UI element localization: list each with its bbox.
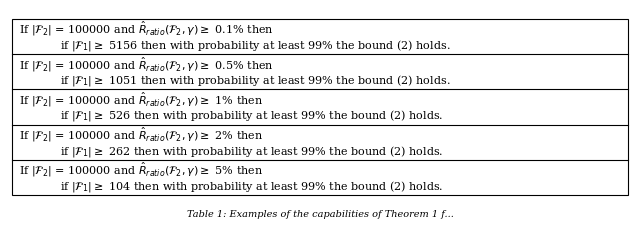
Text: If $|\mathcal{F}_2|$ = 100000 and $\hat{R}_{ratio}(\mathcal{F}_2, \gamma) \geq$ : If $|\mathcal{F}_2|$ = 100000 and $\hat{…	[19, 160, 264, 179]
Text: If $|\mathcal{F}_2|$ = 100000 and $\hat{R}_{ratio}(\mathcal{F}_2, \gamma) \geq$ : If $|\mathcal{F}_2|$ = 100000 and $\hat{…	[19, 125, 264, 144]
Text: if $|\mathcal{F}_1| \geq$ 104 then with probability at least 99% the bound (2) h: if $|\mathcal{F}_1| \geq$ 104 then with …	[60, 178, 443, 193]
Text: if $|\mathcal{F}_1| \geq$ 5156 then with probability at least 99% the bound (2) : if $|\mathcal{F}_1| \geq$ 5156 then with…	[60, 38, 450, 53]
Bar	[12, 20, 628, 195]
Text: Table 1: Examples of the capabilities of Theorem 1 f...: Table 1: Examples of the capabilities of…	[187, 209, 453, 218]
Text: If $|\mathcal{F}_2|$ = 100000 and $\hat{R}_{ratio}(\mathcal{F}_2, \gamma) \geq$ : If $|\mathcal{F}_2|$ = 100000 and $\hat{…	[19, 20, 274, 38]
Text: if $|\mathcal{F}_1| \geq$ 262 then with probability at least 99% the bound (2) h: if $|\mathcal{F}_1| \geq$ 262 then with …	[60, 143, 443, 158]
Text: If $|\mathcal{F}_2|$ = 100000 and $\hat{R}_{ratio}(\mathcal{F}_2, \gamma) \geq$ : If $|\mathcal{F}_2|$ = 100000 and $\hat{…	[19, 90, 264, 109]
Text: if $|\mathcal{F}_1| \geq$ 1051 then with probability at least 99% the bound (2) : if $|\mathcal{F}_1| \geq$ 1051 then with…	[60, 73, 450, 88]
Text: If $|\mathcal{F}_2|$ = 100000 and $\hat{R}_{ratio}(\mathcal{F}_2, \gamma) \geq$ : If $|\mathcal{F}_2|$ = 100000 and $\hat{…	[19, 55, 274, 73]
Text: if $|\mathcal{F}_1| \geq$ 526 then with probability at least 99% the bound (2) h: if $|\mathcal{F}_1| \geq$ 526 then with …	[60, 108, 443, 123]
